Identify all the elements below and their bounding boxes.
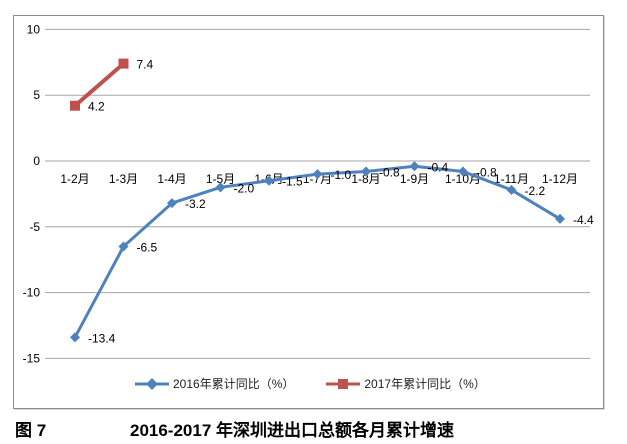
y-tick-label: 0 bbox=[33, 154, 40, 168]
data-point-diamond-marker bbox=[167, 198, 177, 209]
data-point-diamond-marker bbox=[409, 161, 420, 172]
red-square-line-marker-icon bbox=[326, 379, 361, 389]
x-axis-label: 1-8月 bbox=[351, 172, 380, 186]
chart-plot-frame bbox=[13, 15, 604, 409]
series-line-2017 bbox=[73, 61, 126, 108]
legend-item-2017: 2017年累计同比（%） bbox=[326, 377, 486, 391]
chart-legend: 2016年累计同比（%） 2017年累计同比（%） bbox=[135, 376, 486, 392]
y-tick-label: -10 bbox=[23, 286, 41, 300]
data-label: -1.0 bbox=[331, 168, 352, 182]
y-tick-label: -15 bbox=[23, 351, 41, 365]
data-point-diamond-marker bbox=[215, 182, 226, 193]
data-label: -2.0 bbox=[234, 181, 255, 195]
data-label: -3.2 bbox=[185, 197, 206, 211]
legend-label-2017: 2017年累计同比（%） bbox=[364, 377, 486, 391]
data-point-diamond-marker bbox=[361, 166, 371, 177]
legend-item-2016: 2016年累计同比（%） bbox=[135, 377, 294, 391]
data-label: 7.4 bbox=[137, 58, 154, 72]
data-point-diamond-marker bbox=[312, 169, 323, 180]
y-tick-label: 5 bbox=[33, 88, 40, 102]
data-label: -2.2 bbox=[525, 184, 546, 198]
x-axis-label: 1-2月 bbox=[60, 172, 89, 186]
figure-caption-row: 图 7 2016-2017 年深圳进出口总额各月累计增速 bbox=[0, 412, 627, 444]
data-point-diamond-marker bbox=[70, 332, 80, 343]
data-point-square-marker bbox=[118, 58, 129, 69]
data-point-diamond-marker bbox=[506, 184, 517, 195]
figure-title: 2016-2017 年深圳进出口总额各月累计增速 bbox=[130, 421, 455, 440]
data-point-square-marker bbox=[70, 100, 80, 111]
figure-number: 图 7 bbox=[15, 421, 47, 440]
y-tick-label: -5 bbox=[29, 220, 40, 234]
x-axis-label: 1-5月 bbox=[206, 172, 235, 186]
data-point-diamond-marker bbox=[118, 241, 129, 252]
data-label: 4.2 bbox=[88, 100, 105, 114]
legend-label-2016: 2016年累计同比（%） bbox=[173, 377, 295, 391]
data-label: -1.5 bbox=[282, 175, 303, 189]
x-axis-label: 1-11月 bbox=[494, 172, 529, 186]
data-point-diamond-marker bbox=[264, 175, 274, 186]
x-axis-label: 1-4月 bbox=[157, 172, 186, 186]
y-tick-label: 10 bbox=[27, 22, 41, 36]
data-label: -0.8 bbox=[379, 166, 400, 180]
x-axis-label: 1-12月 bbox=[542, 172, 578, 186]
data-label: -13.4 bbox=[88, 331, 116, 345]
data-point-diamond-marker bbox=[458, 166, 468, 177]
data-point-diamond-marker bbox=[555, 213, 565, 224]
x-axis-label: 1-9月 bbox=[400, 172, 429, 186]
data-label: -0.4 bbox=[428, 160, 449, 174]
blue-diamond-line-marker-icon bbox=[135, 378, 169, 390]
data-label: -6.5 bbox=[137, 241, 158, 255]
data-label: -0.8 bbox=[476, 166, 497, 180]
x-axis-label: 1-3月 bbox=[109, 172, 138, 186]
data-label: -4.4 bbox=[573, 213, 594, 227]
